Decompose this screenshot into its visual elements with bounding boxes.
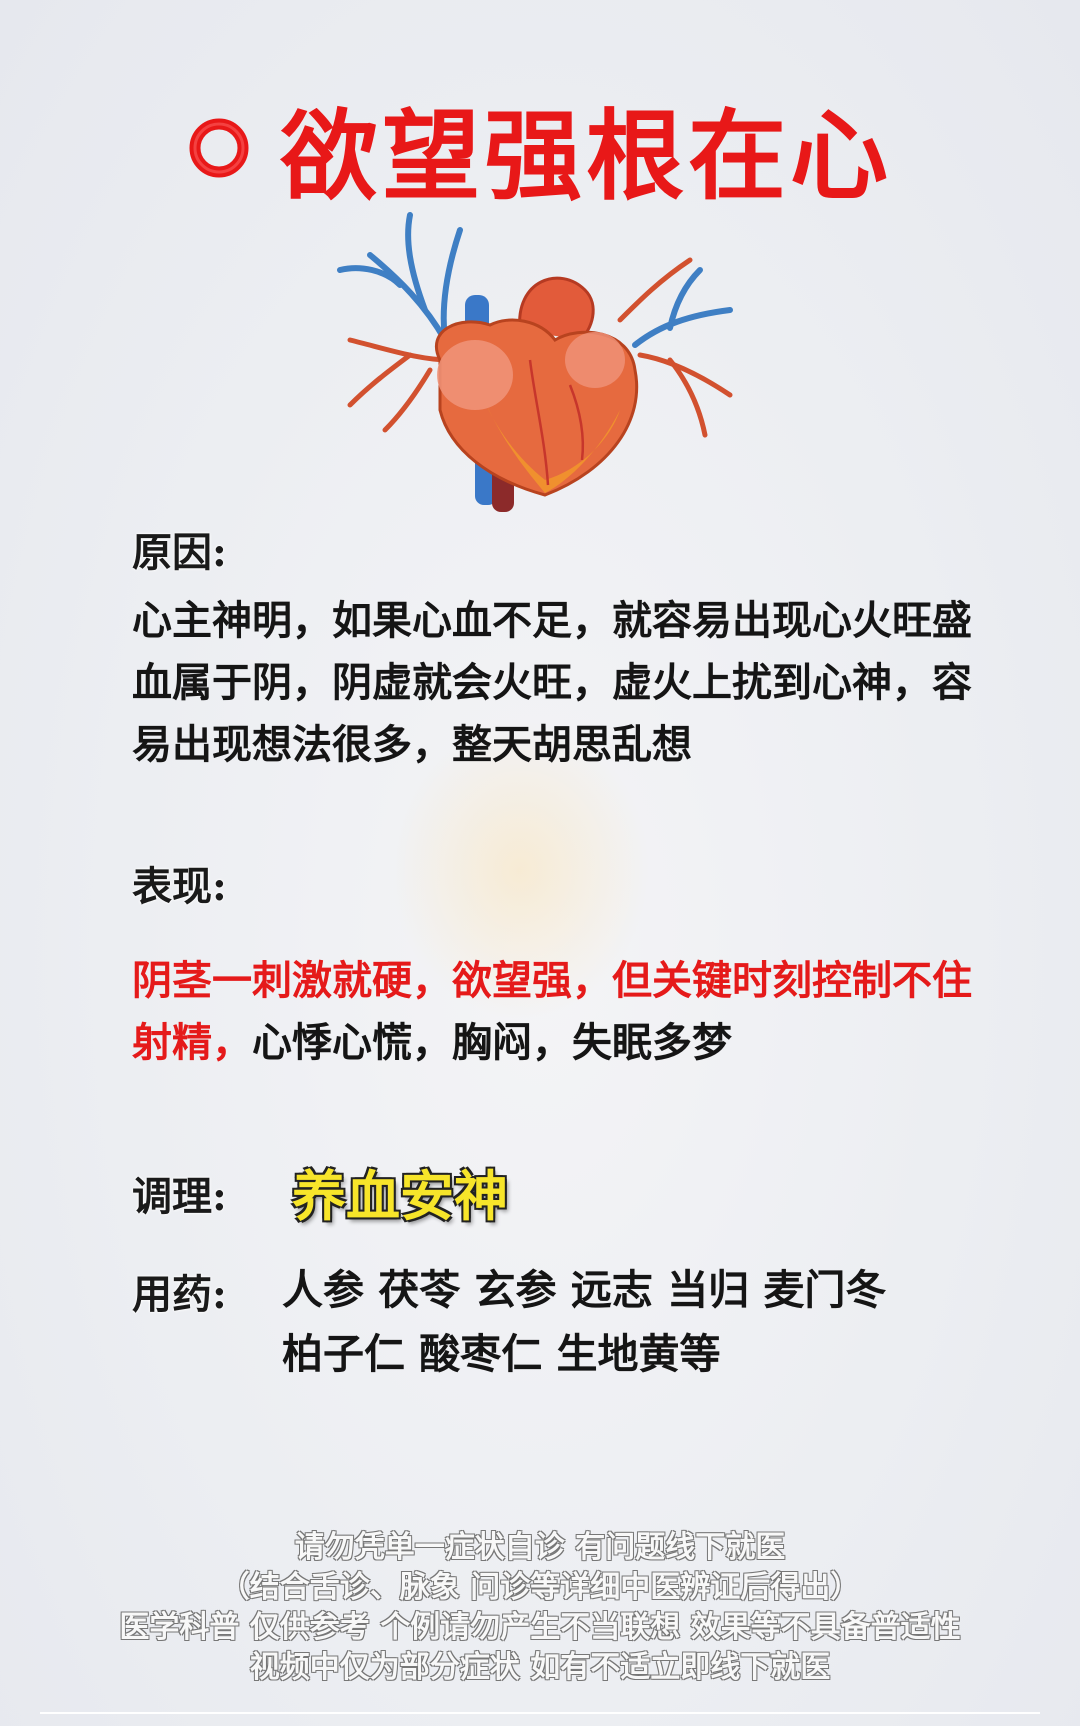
bottom-divider	[40, 1712, 1040, 1714]
treatment-value: 养血安神	[292, 1165, 508, 1228]
symptoms-red-text: 阴茎一刺激就硬，欲望强，但关键时刻控制不住射精，	[132, 958, 972, 1066]
disclaimer-line-4: 视频中仅为部分症状 如有不适立即线下就医	[249, 1650, 831, 1685]
treatment-label: 调理:	[132, 1173, 227, 1220]
medicine-list: 人参 茯苓 玄参 远志 当归 麦门冬 柏子仁 酸枣仁 生地黄等	[282, 1258, 982, 1386]
heart-illustration-icon	[337, 212, 733, 512]
red-circle-icon	[189, 118, 249, 178]
cause-text: 心主神明，如果心血不足，就容易出现心火旺盛血属于阴，阴虚就会火旺，虚火上扰到心神…	[132, 598, 972, 768]
title-row: 欲望强根在心	[0, 88, 1080, 214]
treatment-label-wrap: 调理:	[132, 1164, 227, 1222]
disclaimer: 请勿凭单一症状自诊 有问题线下就医 （结合舌诊、脉象 问诊等详细中医辨证后得出）…	[0, 1528, 1080, 1688]
disclaimer-line-3: 医学科普 仅供参考 个例请勿产生不当联想 效果等不具备普适性	[119, 1610, 961, 1645]
cause-section: 原因: 心主神明，如果心血不足，就容易出现心火旺盛血属于阴，阴虚就会火旺，虚火上…	[132, 520, 972, 776]
disclaimer-line-1: 请勿凭单一症状自诊 有问题线下就医	[294, 1530, 786, 1565]
symptoms-paragraph: 阴茎一刺激就硬，欲望强，但关键时刻控制不住射精，心悸心慌，胸闷，失眠多梦	[132, 950, 972, 1074]
disclaimer-line-2: （结合舌诊、脉象 问诊等详细中医辨证后得出）	[219, 1570, 861, 1605]
medicine-line-1: 人参 茯苓 玄参 远志 当归 麦门冬	[282, 1266, 887, 1314]
symptoms-section: 表现: 阴茎一刺激就硬，欲望强，但关键时刻控制不住射精，心悸心慌，胸闷，失眠多梦	[132, 854, 972, 1074]
medicine-label: 用药:	[132, 1271, 227, 1318]
medicine-label-wrap: 用药:	[132, 1262, 227, 1320]
page-title: 欲望强根在心	[279, 100, 892, 214]
symptoms-text: 心悸心慌，胸闷，失眠多梦	[252, 1020, 732, 1066]
cause-label: 原因:	[132, 529, 227, 576]
medicine-line-2: 柏子仁 酸枣仁 生地黄等	[282, 1330, 721, 1378]
symptoms-label: 表现:	[132, 863, 227, 910]
background-heart-watermark	[390, 720, 650, 1020]
